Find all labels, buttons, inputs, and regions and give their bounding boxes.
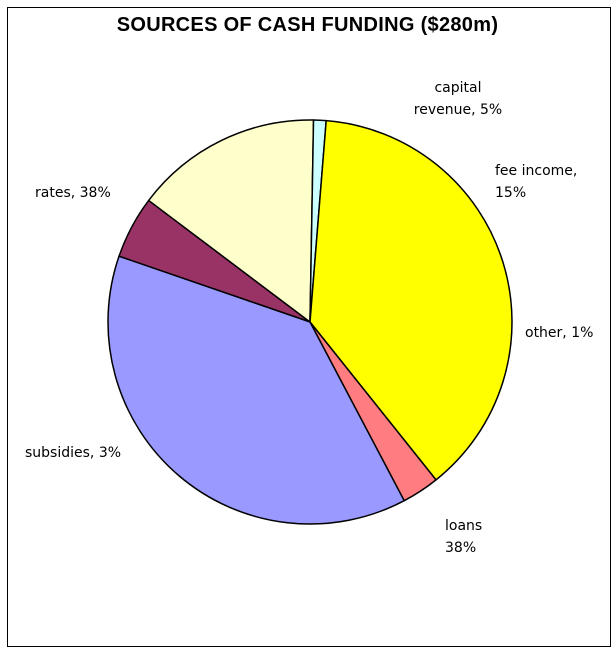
slice-label-rates: rates, 38% xyxy=(35,185,111,201)
slice-label-subsidies: subsidies, 3% xyxy=(25,445,121,461)
slice-label-fee-income: fee income, 15% xyxy=(495,163,577,201)
chart-title: SOURCES OF CASH FUNDING ($280m) xyxy=(116,14,499,36)
pie-slice-loans xyxy=(309,119,513,481)
pie-slice-fee-income xyxy=(147,119,315,323)
pie-chart: capital revenue, 5% fee income, 15% other, 1… xyxy=(25,80,593,556)
slice-label-loans: loans 38% xyxy=(445,518,482,556)
slice-label-other: other, 1% xyxy=(525,325,593,341)
pie-slice-rates xyxy=(107,255,405,525)
slice-label-capital-revenue: capital revenue, 5% xyxy=(414,80,502,118)
